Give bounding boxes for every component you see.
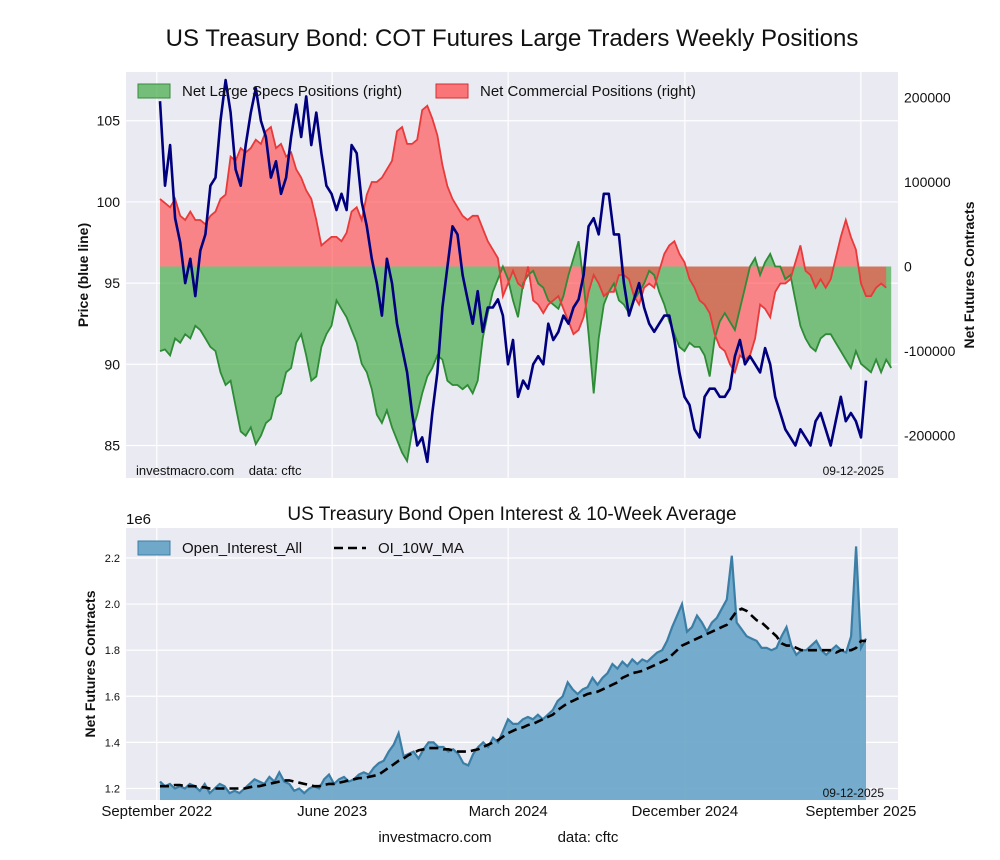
legend-swatch-oi [137, 540, 171, 556]
open-interest-axis-label: Net Futures Contracts [82, 590, 98, 737]
open-interest-date-watermark: 09-12-2025 [823, 786, 885, 800]
open-interest-panel: US Treasury Bond Open Interest & 10-Week… [82, 504, 916, 820]
net-contracts-axis-ticks: -200000 -100000 0 100000 200000 [904, 89, 956, 443]
oi-moving-average-line [160, 607, 866, 790]
open-interest-title: US Treasury Bond Open Interest & 10-Week… [287, 504, 736, 525]
price-tick-label: 100 [97, 194, 121, 210]
price-tick-label: 90 [104, 356, 120, 372]
date-axis-ticks: September 2022 June 2023 March 2024 Decembe… [101, 803, 916, 820]
positions-date-watermark: 09-12-2025 [823, 464, 885, 478]
positions-source-watermark: investmacro.com data: cftc [136, 463, 302, 478]
legend-label-comm: Net Commercial Positions (right) [480, 83, 696, 100]
footer-site: investmacro.com [378, 829, 491, 846]
price-tick-label: 105 [97, 113, 121, 129]
net-contracts-axis-label: Net Futures Contracts [961, 201, 977, 348]
open-interest-tick-label: 1.2 [105, 783, 120, 795]
date-tick-label: March 2024 [469, 803, 548, 820]
comm-outline [159, 104, 887, 375]
legend-label-ma: OI_10W_MA [378, 540, 464, 557]
open-interest-line [159, 546, 867, 795]
open-interest-axis-ticks: 1.2 1.4 1.6 1.8 2.0 2.2 [105, 553, 120, 796]
price-axis-ticks: 85 90 95 100 105 [97, 113, 121, 454]
open-interest-offset-label: 1e6 [126, 511, 151, 528]
net-contracts-tick-label: -200000 [904, 428, 956, 444]
date-tick-label: September 2025 [805, 803, 916, 820]
open-interest-tick-label: 1.8 [105, 645, 120, 657]
legend-swatch-specs [137, 83, 171, 99]
date-tick-label: December 2024 [631, 803, 738, 820]
price-axis-label: Price (blue line) [75, 223, 91, 327]
positions-panel: 85 90 95 100 105 -200000 -100000 0 100000 200000… [75, 72, 977, 478]
legend-label-oi: Open_Interest_All [182, 540, 302, 557]
open-interest-area [160, 546, 866, 800]
net-contracts-tick-label: 200000 [904, 89, 951, 105]
net-contracts-tick-label: 100000 [904, 174, 951, 190]
open-interest-tick-label: 2.0 [105, 599, 120, 611]
net-contracts-tick-label: 0 [904, 259, 912, 275]
price-line [158, 78, 868, 464]
price-tick-label: 85 [104, 438, 120, 454]
open-interest-tick-label: 1.4 [105, 737, 120, 749]
open-interest-tick-label: 1.6 [105, 691, 120, 703]
comm-area [160, 105, 887, 373]
legend-label-specs: Net Large Specs Positions (right) [182, 83, 402, 100]
date-tick-label: September 2022 [101, 803, 212, 820]
legend-swatch-comm [435, 83, 469, 99]
net-contracts-tick-label: -100000 [904, 343, 956, 359]
price-tick-label: 95 [104, 275, 120, 291]
date-tick-label: June 2023 [297, 803, 367, 820]
positions-legend: Net Large Specs Positions (right) Net Co… [137, 83, 696, 100]
figure-title: US Treasury Bond: COT Futures Large Trad… [166, 25, 859, 52]
footer-source: data: cftc [558, 829, 619, 846]
open-interest-legend: Open_Interest_All OI_10W_MA [137, 540, 464, 557]
open-interest-tick-label: 2.2 [105, 553, 120, 565]
positions-areas [159, 104, 892, 464]
